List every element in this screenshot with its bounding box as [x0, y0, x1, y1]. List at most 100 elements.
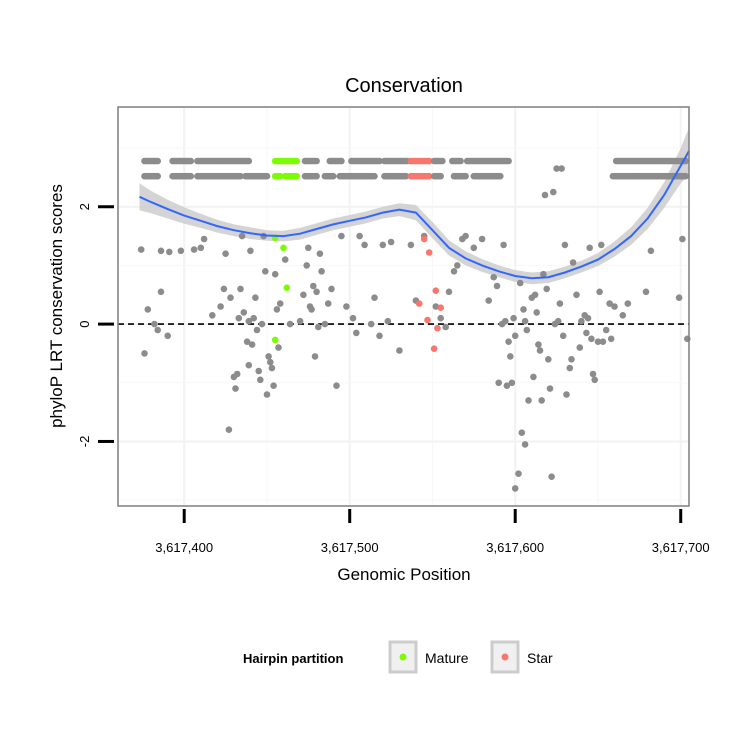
data-point-star — [425, 172, 433, 180]
data-point-other — [578, 317, 585, 325]
data-point-other — [361, 241, 368, 249]
data-point-other — [356, 232, 363, 240]
data-point-other — [556, 300, 564, 307]
y-tick-label: 2 — [77, 203, 92, 210]
data-point-other — [273, 306, 281, 313]
data-point-star — [424, 316, 431, 324]
data-point-other — [533, 309, 540, 316]
data-point-other — [591, 376, 598, 384]
data-point-other — [515, 470, 522, 478]
legend: Hairpin partition Mature Star — [243, 640, 553, 674]
data-point-other — [220, 285, 228, 293]
data-point-other — [268, 364, 276, 372]
data-point-other — [263, 391, 271, 398]
data-point-other — [154, 157, 161, 165]
top-point-rows — [141, 157, 689, 180]
data-point-other — [154, 326, 161, 334]
data-point-other — [493, 282, 501, 290]
data-point-other — [271, 270, 279, 278]
data-point-mature — [280, 244, 287, 252]
data-point-other — [253, 326, 261, 334]
data-point-other — [497, 172, 504, 180]
data-point-other — [353, 329, 360, 337]
plot-panel — [117, 106, 691, 507]
data-point-other — [166, 248, 173, 256]
data-point-other — [546, 385, 554, 392]
data-point-other — [454, 262, 461, 269]
data-point-other — [257, 376, 264, 384]
data-point-other — [599, 338, 607, 346]
data-point-other — [553, 165, 560, 172]
data-point-other — [338, 232, 345, 240]
data-point-other — [647, 247, 655, 255]
data-point-star — [430, 345, 438, 353]
y-axis: -2 0 2 — [77, 203, 114, 447]
data-point-other — [324, 300, 332, 307]
data-point-other — [588, 335, 595, 343]
data-point-other — [679, 235, 686, 243]
data-point-mature — [293, 172, 301, 180]
data-point-other — [500, 241, 507, 249]
data-point-other — [457, 157, 464, 165]
data-point-star — [425, 249, 433, 256]
data-point-other — [596, 288, 603, 296]
y-axis-title: phyloP LRT conservation scores — [47, 184, 66, 428]
data-point-other — [545, 356, 552, 363]
data-point-other — [157, 247, 165, 255]
data-point-other — [387, 238, 395, 246]
data-point-star — [437, 304, 445, 312]
legend-marker-mature — [399, 653, 407, 661]
data-point-other — [511, 485, 519, 492]
data-point-other — [521, 317, 529, 325]
panel-background — [118, 107, 689, 506]
data-point-other — [270, 382, 277, 390]
data-point-other — [367, 320, 375, 328]
data-point-other — [518, 429, 526, 437]
x-tick-label: 3,617,500 — [321, 540, 379, 555]
data-point-other — [263, 172, 271, 180]
data-point-other — [313, 288, 320, 296]
legend-label-star: Star — [527, 650, 553, 666]
data-point-other — [154, 172, 161, 180]
data-point-other — [164, 332, 171, 340]
x-tick-label: 3,617,700 — [652, 540, 710, 555]
data-point-other — [316, 250, 324, 257]
scatter-points — [137, 165, 691, 492]
data-point-other — [227, 294, 234, 302]
data-point-other — [531, 291, 539, 299]
data-point-other — [586, 244, 593, 252]
data-point-other — [157, 288, 165, 296]
data-point-other — [200, 235, 208, 243]
data-point-other — [598, 241, 605, 249]
data-point-other — [490, 273, 498, 281]
data-point-other — [376, 157, 383, 165]
data-point-other — [276, 300, 284, 307]
data-point-other — [548, 473, 555, 481]
data-point-other — [313, 172, 320, 180]
data-point-other — [508, 379, 516, 387]
data-point-other — [584, 314, 592, 322]
data-point-other — [338, 157, 345, 165]
smooth-curve — [139, 150, 690, 280]
data-point-other — [315, 323, 322, 331]
data-point-other — [240, 309, 248, 316]
data-point-other — [137, 246, 145, 253]
data-point-other — [445, 288, 453, 296]
x-tick-label: 3,617,400 — [155, 540, 213, 555]
data-point-star — [425, 157, 433, 165]
smooth-confidence-band — [139, 127, 689, 285]
data-point-mature — [293, 157, 301, 165]
data-point-other — [233, 370, 241, 378]
data-point-other — [559, 332, 567, 340]
data-point-star — [420, 235, 428, 243]
data-point-other — [262, 268, 269, 275]
data-point-other — [503, 382, 511, 390]
data-point-other — [594, 338, 602, 346]
data-point-other — [566, 364, 574, 372]
data-point-other — [232, 385, 239, 392]
data-point-other — [439, 157, 446, 165]
data-point-other — [442, 323, 450, 331]
data-point-other — [197, 244, 205, 252]
data-point-other — [286, 320, 294, 328]
data-point-other — [569, 259, 577, 266]
